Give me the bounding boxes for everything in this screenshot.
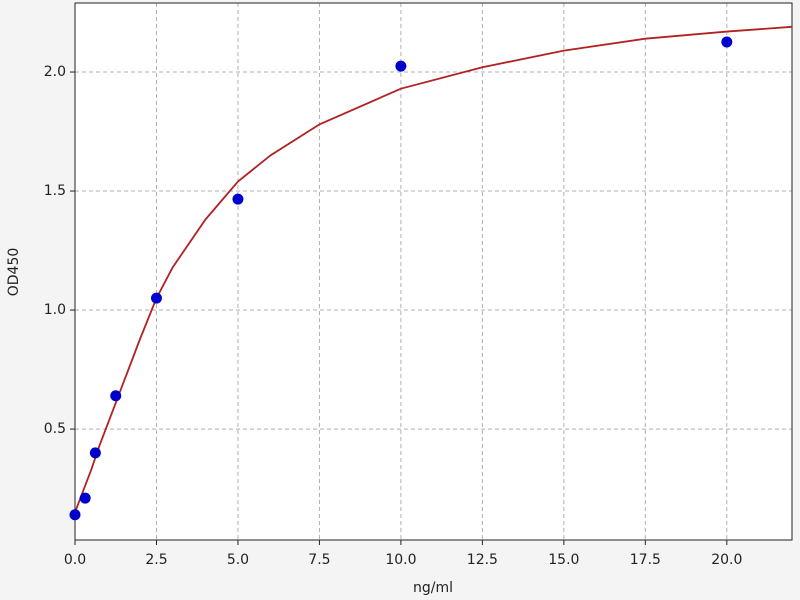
y-tick-label: 1.0 — [44, 302, 66, 318]
data-point — [150, 292, 162, 304]
x-tick-label: 10.0 — [385, 552, 416, 568]
data-point — [89, 447, 101, 459]
data-point — [110, 390, 122, 402]
fit-curve — [74, 25, 793, 513]
x-tick-label: 15.0 — [548, 552, 579, 568]
x-tick-label: 7.5 — [308, 552, 330, 568]
plot-frame — [74, 2, 793, 541]
data-point — [395, 60, 407, 72]
x-tick-label: 0.0 — [64, 552, 86, 568]
data-point — [721, 36, 733, 48]
x-tick-label: 2.5 — [145, 552, 167, 568]
y-axis-label: OD450 — [6, 248, 22, 297]
data-point — [79, 492, 91, 504]
x-tick-label: 5.0 — [227, 552, 249, 568]
plot-area — [75, 3, 792, 540]
data-point — [232, 193, 244, 205]
y-tick-label: 1.5 — [44, 183, 66, 199]
x-tick-label: 20.0 — [711, 552, 742, 568]
x-tick-label: 12.5 — [467, 552, 498, 568]
x-tick-label: 17.5 — [630, 552, 661, 568]
y-tick-label: 2.0 — [44, 64, 66, 80]
x-axis-label: ng/ml — [413, 580, 453, 596]
data-point — [69, 509, 81, 521]
y-tick-label: 0.5 — [44, 421, 66, 437]
